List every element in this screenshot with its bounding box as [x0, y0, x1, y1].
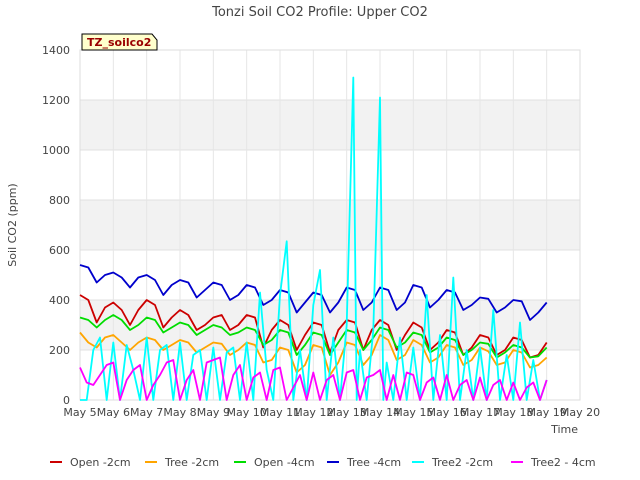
x-tick-label: May 11 — [260, 406, 300, 419]
y-tick-label: 400 — [49, 294, 70, 307]
y-tick-label: 1400 — [42, 44, 70, 57]
legend: Open -2cm Tree -2cm Open -4cm Tree -4cm Tree… — [50, 456, 596, 469]
x-tick-label: May 16 — [427, 406, 467, 419]
x-tick-label: May 19 — [527, 406, 567, 419]
legend-item: Open -2cm — [50, 456, 131, 469]
series-line-tree2-2cm — [80, 76, 548, 401]
legend-item: Tree2 -2cm — [412, 456, 493, 469]
legend-label: Tree2 - 4cm — [530, 456, 596, 469]
legend-label: Tree -2cm — [164, 456, 219, 469]
series-lines — [79, 76, 548, 401]
grid-bands — [80, 100, 580, 350]
grid-band — [80, 200, 580, 250]
y-tick-label: 1000 — [42, 144, 70, 157]
chart-title: Tonzi Soil CO2 Profile: Upper CO2 — [211, 5, 428, 20]
x-tick-label: May 20 — [560, 406, 600, 419]
series-line-tree2-4cm — [79, 356, 548, 401]
x-tick-label: May 15 — [393, 406, 433, 419]
x-tick-label: May 6 — [97, 406, 130, 419]
legend-item: Tree2 - 4cm — [511, 456, 596, 469]
legend-label: Tree -4cm — [346, 456, 401, 469]
x-tick-label: May 7 — [130, 406, 163, 419]
series-line-open-4cm — [79, 314, 548, 359]
series-line-open-2cm — [79, 294, 548, 359]
legend-label: Open -4cm — [254, 456, 315, 469]
y-axis-label: Soil CO2 (ppm) — [6, 183, 19, 266]
site-label: TZ_soilco2 — [87, 36, 151, 49]
legend-item: Tree -4cm — [327, 456, 401, 469]
grid-band — [80, 100, 580, 150]
x-tick-label: May 5 — [63, 406, 96, 419]
x-tick-label: May 9 — [197, 406, 230, 419]
x-tick-label: May 17 — [460, 406, 500, 419]
legend-label: Open -2cm — [70, 456, 131, 469]
x-tick-label: May 12 — [293, 406, 333, 419]
plot-frame — [79, 49, 581, 401]
legend-item: Open -4cm — [234, 456, 315, 469]
y-tick-label: 800 — [49, 194, 70, 207]
y-tick-label: 600 — [49, 244, 70, 257]
x-axis-label: Time — [550, 423, 578, 436]
y-tick-label: 200 — [49, 344, 70, 357]
x-tick-label: May 10 — [227, 406, 267, 419]
legend-label: Tree2 -2cm — [431, 456, 493, 469]
legend-item: Tree -2cm — [145, 456, 219, 469]
x-tick-label: May 18 — [493, 406, 533, 419]
series-line-tree-4cm — [79, 264, 548, 321]
y-tick-label: 0 — [63, 394, 70, 407]
x-tick-label: May 13 — [327, 406, 367, 419]
x-tick-label: May 8 — [163, 406, 196, 419]
y-tick-label: 1200 — [42, 94, 70, 107]
x-tick-label: May 14 — [360, 406, 400, 419]
y-axis-ticks: 0 200 400 600 800 1000 1200 1400 — [42, 44, 70, 407]
site-label-box: TZ_soilco2 — [81, 33, 158, 51]
